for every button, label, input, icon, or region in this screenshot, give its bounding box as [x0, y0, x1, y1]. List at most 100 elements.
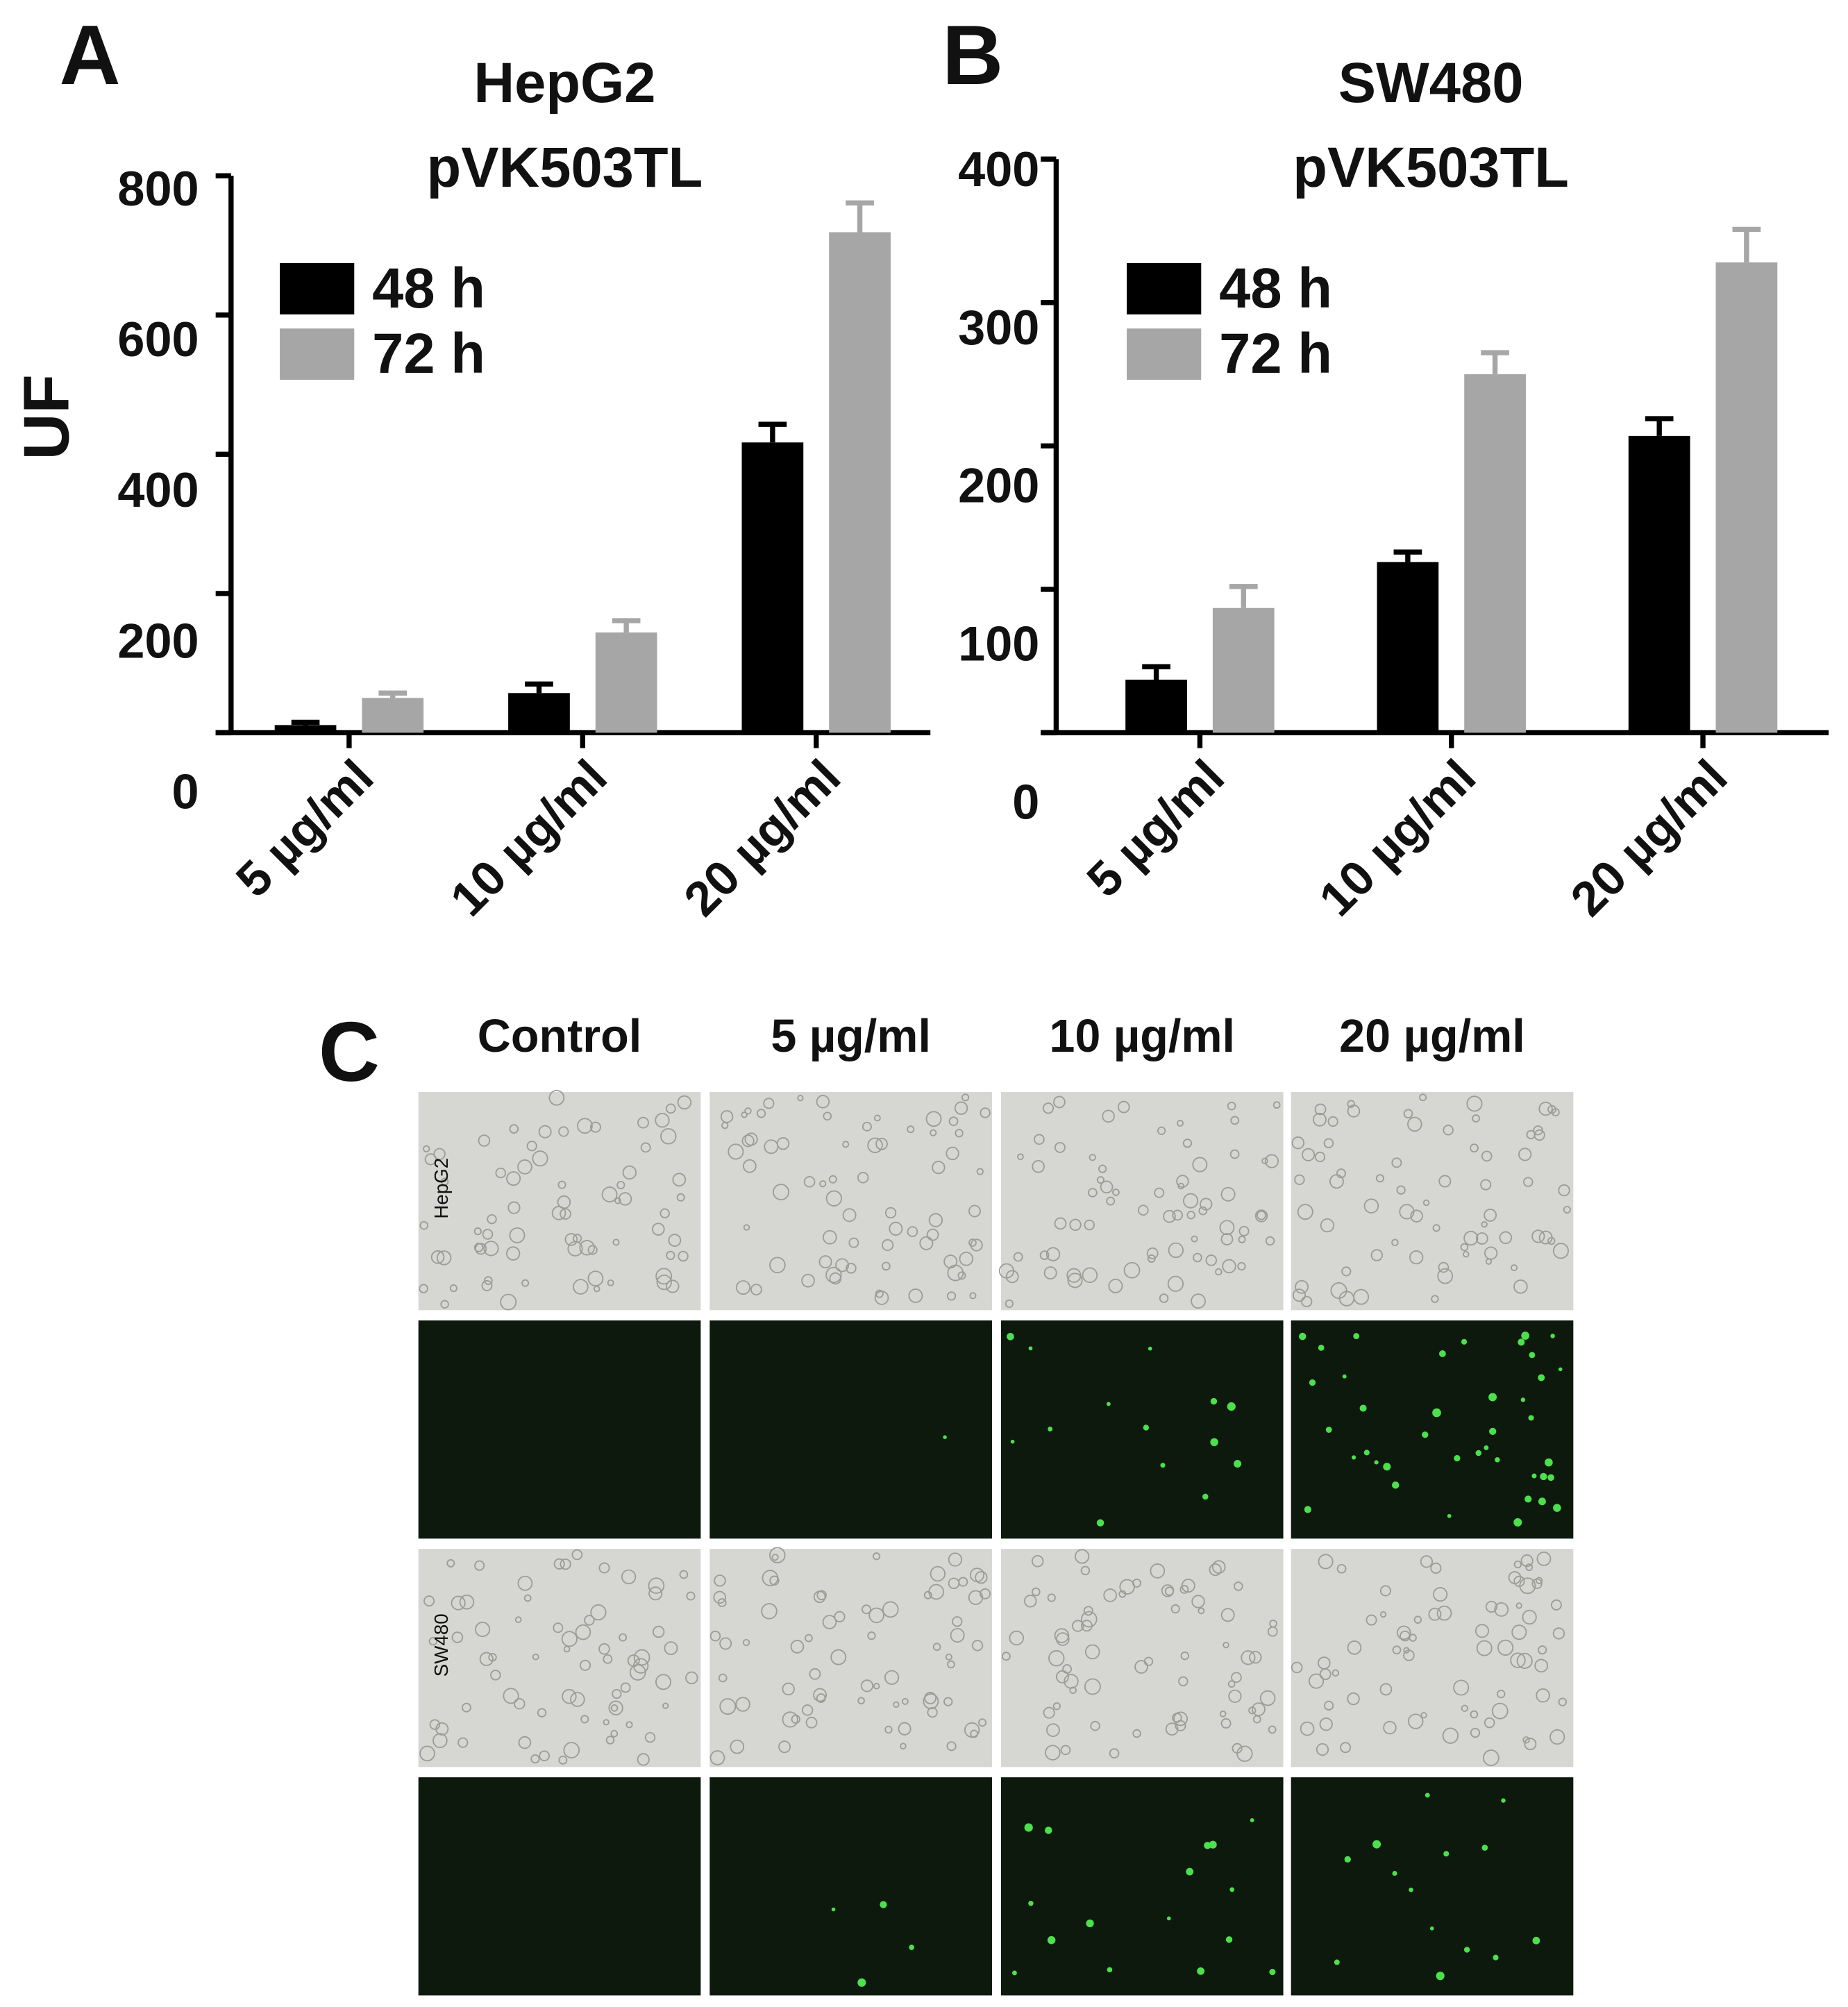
cell-texture [1172, 1209, 1184, 1221]
cell-texture [610, 1729, 619, 1738]
cell-texture [948, 1116, 959, 1127]
brightfield-image [1291, 1092, 1574, 1311]
cell-texture [1552, 1627, 1565, 1640]
cell-texture [1433, 1587, 1448, 1602]
cell-texture [517, 1575, 533, 1591]
cell-texture [773, 1184, 789, 1201]
y-tick-label: 0 [1012, 774, 1039, 829]
cell-texture [614, 1197, 621, 1204]
cell-texture [1442, 1727, 1459, 1744]
cell-texture [1060, 1745, 1071, 1756]
cell-texture [1102, 1109, 1115, 1123]
cell-texture [473, 1243, 484, 1252]
fluorescent-cell [1325, 1427, 1332, 1433]
cell-texture [1109, 1748, 1120, 1758]
fluorescent-cell [1501, 1798, 1506, 1803]
cell-texture [744, 1107, 752, 1115]
cell-texture [526, 1141, 537, 1152]
cell-texture [1338, 1291, 1355, 1307]
cell-texture [803, 1176, 816, 1188]
cell-texture [1443, 1125, 1454, 1136]
cell-texture [1413, 1615, 1422, 1624]
cell-texture [919, 1236, 934, 1250]
cell-texture [1001, 1652, 1011, 1661]
cell-texture [1428, 1607, 1442, 1621]
cell-texture [1219, 1710, 1227, 1718]
cell-texture [506, 1171, 521, 1186]
bar [829, 232, 891, 733]
image-background [1000, 1320, 1284, 1539]
fluorescence-image [1291, 1320, 1574, 1539]
fluorescent-cell [1538, 1374, 1545, 1382]
cell-texture [1379, 1611, 1387, 1618]
x-tick-label: 10 µg/ml [439, 749, 617, 927]
cell-texture [848, 1237, 859, 1248]
column-header: 5 µg/ml [771, 1011, 931, 1062]
chart-subtitle: pVK503TL [1293, 136, 1569, 199]
cell-texture [1045, 1745, 1061, 1761]
cell-texture [968, 1204, 981, 1218]
cell-texture [451, 1595, 466, 1611]
row-label: SW480 [430, 1613, 452, 1677]
fluorescent-cell [1299, 1332, 1307, 1341]
x-tick-label: 5 µg/ml [226, 749, 384, 907]
cell-texture [637, 1753, 650, 1766]
fluorescent-cell [1342, 1374, 1347, 1379]
cell-texture [761, 1603, 778, 1620]
cell-texture [842, 1141, 850, 1148]
cell-texture [1291, 1661, 1303, 1674]
cell-texture [1511, 1264, 1518, 1272]
cell-texture [1230, 1116, 1240, 1125]
cell-texture [686, 1591, 696, 1601]
cell-texture [612, 1688, 622, 1699]
cell-texture [1117, 1100, 1130, 1114]
cell-texture [1520, 1554, 1534, 1568]
cell-texture [490, 1670, 501, 1681]
cell-texture [678, 1250, 689, 1262]
cell-texture [1191, 1595, 1205, 1609]
cell-texture [1292, 1288, 1307, 1302]
brightfield-image [418, 1089, 701, 1311]
cell-texture [580, 1715, 589, 1724]
cell-texture [1535, 1577, 1543, 1584]
cell-texture [666, 1279, 680, 1293]
cell-texture [901, 1697, 909, 1705]
cell-texture [573, 1234, 582, 1243]
cell-texture [908, 1288, 923, 1303]
cell-texture [1108, 1278, 1123, 1293]
cell-texture [730, 1739, 745, 1754]
cell-texture [762, 1570, 779, 1586]
cell-texture [1053, 1095, 1066, 1109]
cell-texture [907, 1125, 915, 1134]
cell-texture [424, 1153, 437, 1166]
cell-texture [975, 1571, 988, 1584]
fluorescent-cell [1028, 1901, 1034, 1906]
fluorescent-cell [1392, 1870, 1397, 1876]
cell-texture [970, 1238, 983, 1252]
cell-texture [1324, 1700, 1334, 1711]
cell-texture [601, 1186, 618, 1202]
cell-texture [925, 1111, 942, 1127]
cell-texture [551, 1206, 566, 1220]
cell-texture [825, 1266, 842, 1284]
cell-texture [932, 1643, 941, 1652]
cell-texture [907, 1226, 918, 1237]
cell-texture [1220, 1608, 1235, 1622]
cell-texture [872, 1552, 881, 1561]
cell-texture [1248, 1650, 1262, 1664]
bar [508, 693, 570, 733]
cell-texture [1205, 1254, 1218, 1266]
cell-texture [946, 1741, 957, 1752]
legend-swatch [280, 328, 355, 380]
legend-label: 48 h [1219, 257, 1332, 320]
cell-texture [587, 1270, 604, 1287]
cell-texture [1045, 1247, 1061, 1261]
cell-texture [1112, 1189, 1120, 1196]
cell-texture [1534, 1129, 1545, 1141]
cell-texture [1198, 1206, 1208, 1216]
fluorescent-cell [1363, 1450, 1370, 1456]
cell-texture [1302, 1148, 1316, 1161]
cell-texture [428, 1636, 438, 1646]
y-tick-label: 400 [117, 462, 199, 517]
cell-texture [1314, 1103, 1327, 1116]
